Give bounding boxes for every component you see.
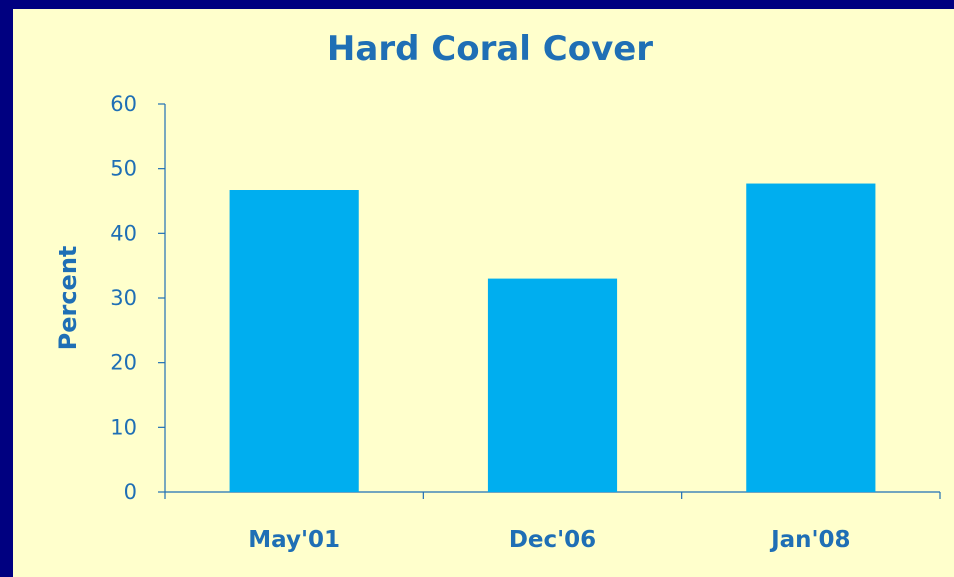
bars [229, 183, 876, 493]
y-axis-label: Percent [54, 246, 82, 351]
bar [229, 190, 359, 493]
y-axis: 0 10 20 30 40 50 60 [110, 92, 166, 504]
x-tick-labels: May'01 Dec'06 Jan'08 [248, 527, 850, 553]
y-tick-label: 20 [110, 351, 137, 375]
chart-title: Hard Coral Cover [327, 29, 653, 69]
y-tick-label: 40 [110, 221, 137, 245]
y-tick-label: 60 [110, 92, 137, 116]
bar [487, 278, 618, 492]
y-tick-label: 50 [110, 157, 137, 181]
x-tick-label: May'01 [248, 527, 340, 553]
y-tick-label: 0 [124, 480, 137, 504]
y-tick-label: 30 [110, 286, 137, 310]
x-axis [164, 491, 941, 499]
y-tick-label: 10 [110, 415, 137, 439]
bar [746, 183, 876, 493]
x-tick-label: Dec'06 [509, 527, 596, 553]
x-tick-label: Jan'08 [769, 527, 851, 553]
